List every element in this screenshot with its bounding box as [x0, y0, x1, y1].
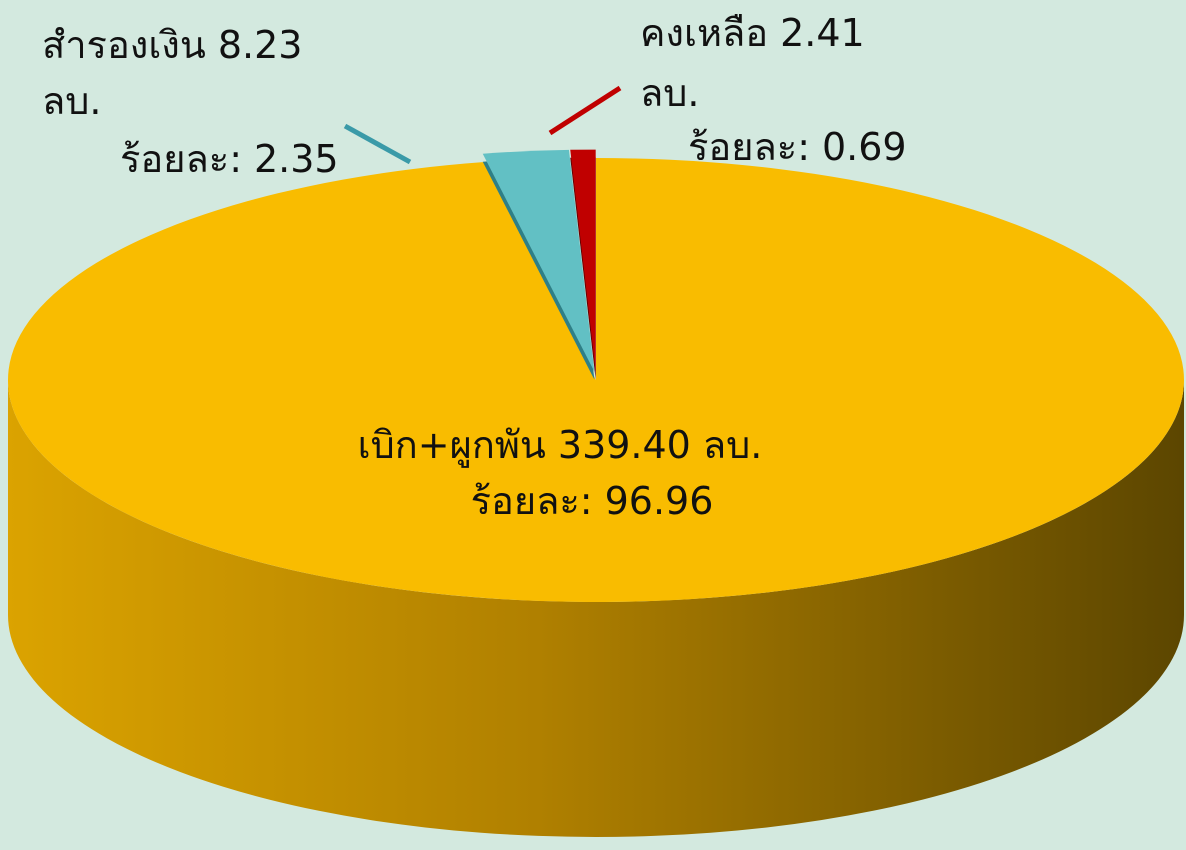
data-label: สำรองเงิน 8.23 — [42, 23, 302, 67]
leader-line — [548, 85, 622, 136]
data-label-part: ลบ. — [703, 423, 763, 467]
data-label-part: เบิก+ผูกพัน — [358, 423, 546, 468]
data-label-part: ลบ. — [42, 79, 102, 123]
data-label-part: ร้อยละ: — [471, 479, 593, 523]
data-label-part: 8.23 — [218, 23, 303, 67]
data-label: คงเหลือ 2.41 — [640, 11, 865, 55]
data-label: ลบ. — [640, 71, 700, 115]
slice-side — [8, 380, 1184, 837]
data-label-part: ร้อยละ: — [120, 137, 242, 181]
data-label-part: ลบ. — [640, 71, 700, 115]
data-label: ร้อยละ: 96.96 — [471, 479, 714, 523]
data-label-part: 0.69 — [822, 125, 907, 169]
slice — [570, 149, 596, 372]
data-label: ร้อยละ: 0.69 — [688, 125, 907, 169]
data-label: เบิก+ผูกพัน 339.40 ลบ. — [358, 423, 763, 468]
data-label-part: คงเหลือ — [640, 11, 768, 55]
leader-line — [343, 123, 412, 165]
data-label-part: 2.41 — [780, 11, 865, 55]
data-label: ลบ. — [42, 79, 102, 123]
slice — [7, 158, 1184, 602]
data-label-part: 339.40 — [558, 423, 691, 467]
data-label-part: 2.35 — [254, 137, 339, 181]
data-label-part: 96.96 — [605, 479, 714, 523]
data-label-part: ร้อยละ: — [688, 125, 810, 169]
data-label: ร้อยละ: 2.35 — [120, 137, 339, 181]
data-label-part: สำรองเงิน — [42, 23, 206, 67]
slice — [482, 149, 595, 372]
